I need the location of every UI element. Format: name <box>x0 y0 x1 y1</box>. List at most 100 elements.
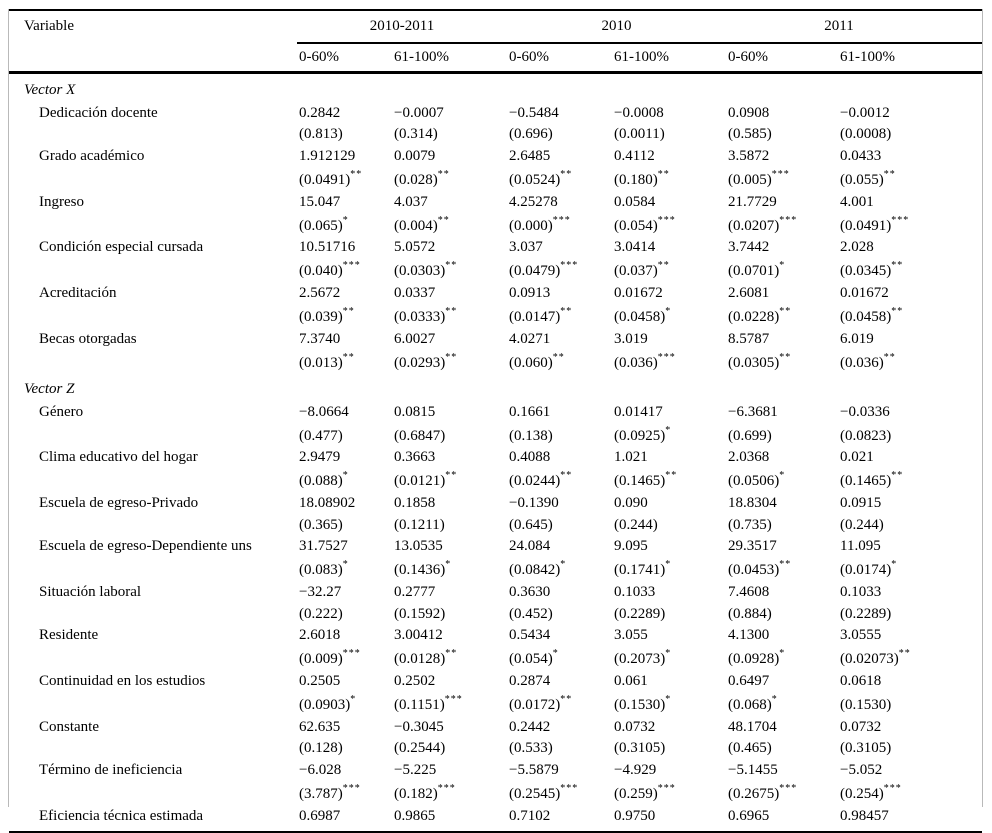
standard-error-cell: (0.037)** <box>614 260 670 280</box>
standard-error-row: (0.128) (0.2544) (0.533) (0.3105) (0.465) (0.… <box>9 737 982 759</box>
coefficient-cell: −0.0007 <box>394 104 444 121</box>
variable-row: Clima educativo del hogar 2.9479 0.3663 0.4… <box>9 446 982 468</box>
coefficient-cell: 0.3663 <box>394 449 436 466</box>
variable-row: Eficiencia técnica estimada 0.6987 0.9865 0… <box>9 804 983 833</box>
standard-error-cell: (0.060)** <box>509 351 565 371</box>
coefficient-cell: 0.7102 <box>507 804 613 833</box>
standard-error-cell: (0.180)** <box>614 169 670 189</box>
variable-label-empty <box>9 467 297 491</box>
coefficient-cell: −0.3045 <box>394 718 444 735</box>
significance-stars: *** <box>771 169 790 181</box>
coefficient-cell: −0.5484 <box>509 104 559 121</box>
standard-error-cell: (0.054)*** <box>614 214 676 234</box>
standard-error-row: (0.009)*** (0.0128)** (0.054)* (0.2073)* (0.… <box>9 645 982 669</box>
coefficient-cell: 4.0271 <box>509 330 551 347</box>
variable-label-empty <box>9 737 297 759</box>
significance-stars: *** <box>342 648 361 660</box>
significance-stars: ** <box>779 306 792 318</box>
variable-label: Género <box>39 403 84 420</box>
standard-error-cell: (0.2289) <box>840 605 892 622</box>
standard-error-cell: (0.533) <box>509 740 553 757</box>
coefficient-cell: 0.4112 <box>614 148 655 165</box>
standard-error-cell: (0.0842)* <box>509 559 567 579</box>
coefficient-cell: 2.6081 <box>728 285 770 302</box>
coefficient-cell: 0.1033 <box>614 583 656 600</box>
coefficient-cell: 0.0584 <box>614 193 656 210</box>
standard-error-cell: (0.0524)** <box>509 169 573 189</box>
coefficient-cell: 0.021 <box>840 449 874 466</box>
significance-stars: *** <box>891 214 910 226</box>
standard-error-cell: (0.314) <box>394 126 438 143</box>
variable-label-empty <box>9 349 297 373</box>
standard-error-cell: (0.365) <box>299 516 343 533</box>
variable-row: Escuela de egreso-Dependiente uns 31.7527… <box>9 535 982 557</box>
significance-stars: ** <box>437 214 450 226</box>
coefficient-cell: 0.1858 <box>394 494 436 511</box>
significance-stars: ** <box>891 306 904 318</box>
standard-error-row: (0.083)* (0.1436)* (0.0842)* (0.1741)* (0.04… <box>9 556 982 580</box>
standard-error-cell: (0.138) <box>509 427 553 444</box>
standard-error-cell: (0.0903)* <box>299 694 357 713</box>
coefficient-cell: 0.9750 <box>612 804 727 833</box>
coefficient-cell: 3.7442 <box>728 239 770 256</box>
variable-label: Situación laboral <box>39 583 142 600</box>
significance-stars: * <box>665 424 672 436</box>
standard-error-cell: (0.0121)** <box>394 470 458 490</box>
coefficient-cell: 0.01672 <box>614 285 663 302</box>
coefficient-cell: −5.1455 <box>728 762 778 779</box>
standard-error-cell: (0.040)*** <box>299 260 361 280</box>
standard-error-cell: (0.0458)** <box>840 306 904 326</box>
significance-stars: *** <box>342 783 361 795</box>
variable-label: Escuela de egreso-Privado <box>39 494 199 511</box>
variable-column-header: Variable <box>9 10 297 74</box>
standard-error-cell: (0.0244)** <box>509 470 573 490</box>
coefficient-cell: 4.037 <box>394 193 428 210</box>
standard-error-cell: (0.013)** <box>299 351 355 371</box>
coefficient-cell: 1.021 <box>614 449 648 466</box>
standard-error-cell: (0.0333)** <box>394 306 458 326</box>
variable-row: Continuidad en los estudios 0.2505 0.2502 0… <box>9 669 982 691</box>
coefficient-cell: 2.028 <box>840 239 874 256</box>
variable-label-empty <box>9 556 297 580</box>
standard-error-cell: (0.735) <box>728 516 772 533</box>
significance-stars: *** <box>437 783 456 795</box>
variable-row: Género −8.0664 0.0815 0.1661 0.01417 −6.3681 −… <box>9 400 982 422</box>
coefficient-cell: 2.9479 <box>299 449 341 466</box>
significance-stars: * <box>665 694 672 705</box>
variable-label: Dedicación docente <box>39 104 158 121</box>
standard-error-cell: (0.2544) <box>394 740 446 757</box>
significance-stars: * <box>891 559 898 571</box>
standard-error-cell: (0.1530) <box>840 697 892 713</box>
standard-error-cell: (0.088)* <box>299 470 349 490</box>
standard-error-cell: (0.465) <box>728 740 772 757</box>
coefficient-cell: −8.0664 <box>299 403 349 420</box>
coefficient-cell: 0.5434 <box>509 627 551 644</box>
significance-stars: * <box>779 260 786 272</box>
table-body: Vector X Dedicación docente 0.2842 −0.0007 −… <box>9 73 983 833</box>
coefficient-cell: 3.0414 <box>614 239 656 256</box>
coefficient-cell: 62.635 <box>299 718 341 735</box>
standard-error-row: (0.0491)** (0.028)** (0.0524)** (0.180)** (0… <box>9 166 982 190</box>
standard-error-row: (0.813) (0.314) (0.696) (0.0011) (0.585) (0.0… <box>9 123 982 145</box>
significance-stars: ** <box>445 351 458 363</box>
significance-stars: * <box>779 470 786 482</box>
variable-label: Constante <box>39 718 99 735</box>
coefficient-cell: 0.2842 <box>299 104 341 121</box>
standard-error-cell: (0.005)*** <box>728 169 790 189</box>
variable-label: Grado académico <box>39 148 145 165</box>
significance-stars: ** <box>898 648 911 660</box>
coefficient-cell: 10.51716 <box>299 239 356 256</box>
coefficient-cell: 6.019 <box>840 330 874 347</box>
standard-error-cell: (0.004)** <box>394 214 450 234</box>
standard-error-cell: (0.0128)** <box>394 648 458 668</box>
significance-stars: ** <box>342 306 355 318</box>
significance-stars: *** <box>657 351 676 363</box>
standard-error-row: (0.0903)* (0.1151)*** (0.0172)** (0.1530)*(… <box>9 691 982 715</box>
year-group-2011: 2011 <box>726 10 983 44</box>
coefficient-cell: 3.055 <box>614 627 648 644</box>
coefficient-cell: −4.929 <box>614 762 657 779</box>
coefficient-cell: 7.3740 <box>299 330 341 347</box>
variable-row: Acreditación 2.5672 0.0337 0.0913 0.01672 2.6… <box>9 281 982 303</box>
standard-error-row: (0.088)* (0.0121)** (0.0244)** (0.1465)** (0… <box>9 467 982 491</box>
coefficient-cell: 4.001 <box>840 193 874 210</box>
